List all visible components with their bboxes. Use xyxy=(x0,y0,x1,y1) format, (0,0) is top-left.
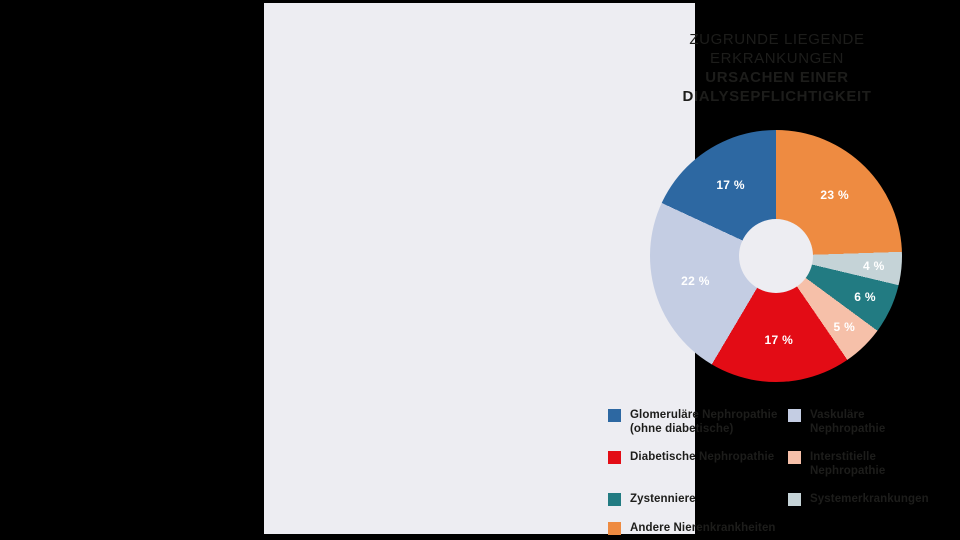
legend-swatch xyxy=(608,521,621,535)
title-line: ERKRANKUNGEN xyxy=(710,50,844,67)
slice-value-label: 5 % xyxy=(833,319,856,334)
legend-label: Glomeruläre Nephropathie (ohne diabetisc… xyxy=(630,409,778,435)
legend-label: Zystenniere xyxy=(630,493,696,505)
legend-swatch xyxy=(788,409,801,422)
donut-hole xyxy=(739,219,813,293)
legend-swatch xyxy=(608,493,621,506)
legend-item-interstitielle-nephropathie: Interstitielle Nephropathie xyxy=(788,451,929,478)
legend-label: Diabetische Nephropathie xyxy=(630,451,775,463)
slice-value-label: 17 % xyxy=(716,177,745,192)
slice-value-label: 6 % xyxy=(854,290,876,305)
legend-swatch xyxy=(608,451,621,464)
legend-item-zystenniere: Zystenniere xyxy=(608,493,788,507)
legend-item-diabetische-nephropathie: Diabetische Nephropathie xyxy=(608,451,788,465)
legend-label: Systemerkrankungen xyxy=(810,493,929,505)
legend-item-systemerkrankungen: Systemerkrankungen xyxy=(788,493,929,507)
slice-value-label: 23 % xyxy=(820,188,849,203)
title-line: DIALYSEPFLICHTIGKEIT xyxy=(682,88,872,105)
legend-swatch xyxy=(608,409,621,422)
title-line: URSACHEN EINER xyxy=(705,69,849,86)
legend-item-andere-nierenkrankheiten: Andere Nierenkrankheiten xyxy=(608,521,788,536)
slice-value-label: 22 % xyxy=(681,274,710,288)
slice-value-label: 4 % xyxy=(863,258,885,273)
legend-label: Interstitielle Nephropathie xyxy=(810,451,886,477)
legend-swatch xyxy=(788,493,801,506)
donut-chart: 23 % 4 % 6 % 5 % 17 % 22 % 17 % xyxy=(650,130,902,382)
slice-value-label: 17 % xyxy=(764,333,794,348)
legend-label: Vaskuläre Nephropathie xyxy=(810,409,886,435)
legend-item-glomerulaere-nephropathie: Glomeruläre Nephropathie (ohne diabetisc… xyxy=(608,409,788,436)
legend: Glomeruläre Nephropathie (ohne diabetisc… xyxy=(608,409,929,535)
legend-item-vaskulaere-nephropathie: Vaskuläre Nephropathie xyxy=(788,409,929,436)
legend-swatch xyxy=(788,451,801,464)
infographic-card: ZUGRUNDE LIEGENDE ERKRANKUNGEN URSACHEN … xyxy=(264,3,929,535)
slice-labels: 23 % 4 % 6 % 5 % 17 % 22 % 17 % xyxy=(650,130,902,382)
legend-label: Andere Nierenkrankheiten xyxy=(630,521,776,534)
title-line: ZUGRUNDE LIEGENDE xyxy=(689,31,865,48)
page-title: ZUGRUNDE LIEGENDE ERKRANKUNGEN URSACHEN … xyxy=(577,30,960,106)
